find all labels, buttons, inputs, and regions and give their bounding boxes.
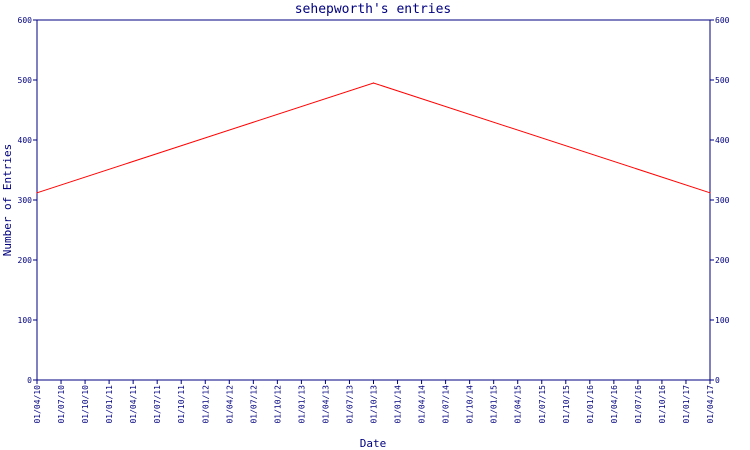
x-tick-label: 01/07/16 bbox=[634, 385, 643, 424]
y-tick-right-label: 300 bbox=[715, 196, 730, 205]
y-tick-right-label: 100 bbox=[715, 316, 730, 325]
x-tick-label: 01/04/12 bbox=[225, 385, 234, 424]
chart-title: sehepworth's entries bbox=[295, 2, 452, 17]
x-tick-label: 01/04/11 bbox=[129, 385, 138, 424]
x-tick-label: 01/10/12 bbox=[273, 385, 282, 424]
x-tick-label: 01/07/10 bbox=[57, 385, 66, 424]
x-tick-label: 01/07/14 bbox=[442, 385, 451, 424]
plot-frame bbox=[36, 19, 711, 381]
x-tick-label: 01/04/10 bbox=[33, 385, 42, 424]
x-tick-label: 01/10/16 bbox=[658, 385, 667, 424]
plot-border bbox=[36, 19, 711, 381]
y-tick-right-label: 400 bbox=[715, 136, 730, 145]
x-tick-label: 01/04/14 bbox=[418, 385, 427, 424]
y-tick-left-label: 400 bbox=[18, 136, 33, 145]
x-tick-label: 01/04/16 bbox=[610, 385, 619, 424]
x-tick-label: 01/04/15 bbox=[514, 385, 523, 424]
y-tick-left-label: 600 bbox=[18, 16, 33, 25]
y-tick-left-label: 0 bbox=[27, 376, 32, 385]
y-axis-left: 0 100 200 300 400 500 600 bbox=[18, 16, 37, 385]
y-tick-right-label: 500 bbox=[715, 76, 730, 85]
y-tick-left-label: 100 bbox=[18, 316, 33, 325]
x-tick-label: 01/10/11 bbox=[177, 385, 186, 424]
x-tick-label: 01/10/14 bbox=[466, 385, 475, 424]
data-point bbox=[372, 82, 375, 84]
x-tick-label: 01/10/13 bbox=[370, 385, 379, 424]
y-tick-left-label: 200 bbox=[18, 256, 33, 265]
x-axis-label: Date bbox=[360, 437, 387, 450]
y-tick-right-label: 200 bbox=[715, 256, 730, 265]
y-tick-right-label: 600 bbox=[715, 16, 730, 25]
x-tick-label: 01/01/16 bbox=[586, 385, 595, 424]
x-tick-label: 01/07/15 bbox=[538, 385, 547, 424]
y-tick-right-label: 0 bbox=[715, 376, 720, 385]
y-axis-right: 0 100 200 300 400 500 600 bbox=[710, 16, 730, 385]
x-tick-label: 01/04/13 bbox=[321, 385, 330, 424]
x-tick-label: 01/01/12 bbox=[201, 385, 210, 424]
x-tick-label: 01/01/14 bbox=[394, 385, 403, 424]
x-tick-label: 01/07/11 bbox=[153, 385, 162, 424]
x-tick-label: 01/07/12 bbox=[249, 385, 258, 424]
y-tick-left-label: 300 bbox=[18, 196, 33, 205]
data-point bbox=[709, 192, 711, 194]
x-tick-label: 01/10/10 bbox=[81, 385, 90, 424]
x-tick-label: 01/07/13 bbox=[345, 385, 354, 424]
series-layer bbox=[36, 82, 711, 194]
series-line bbox=[36, 82, 711, 194]
x-tick-label: 01/01/11 bbox=[105, 385, 114, 424]
y-tick-left-label: 500 bbox=[18, 76, 33, 85]
x-axis: 01/04/10 01/07/10 01/10/10 01/01/11 01/04/11… bbox=[33, 380, 715, 424]
x-tick-label: 01/01/15 bbox=[490, 385, 499, 424]
y-axis-label: Number of Entries bbox=[1, 144, 14, 257]
x-tick-label: 01/10/15 bbox=[562, 385, 571, 424]
data-point bbox=[36, 192, 38, 194]
x-tick-label: 01/04/17 bbox=[706, 385, 715, 424]
x-tick-label: 01/01/17 bbox=[682, 385, 691, 424]
x-tick-label: 01/01/13 bbox=[297, 385, 306, 424]
